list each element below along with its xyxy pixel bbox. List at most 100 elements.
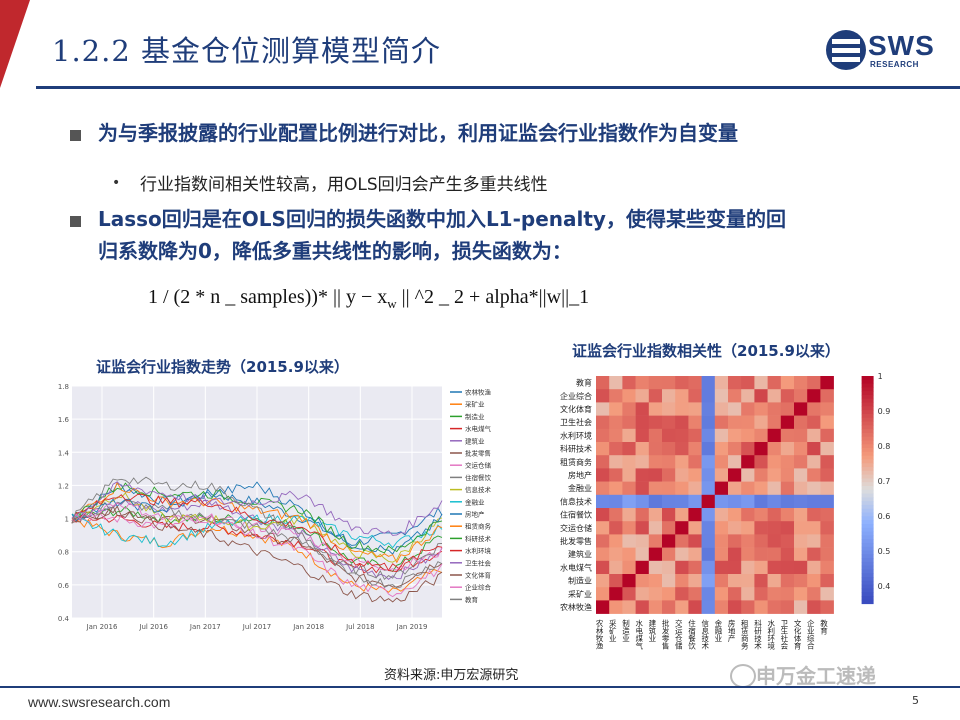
heatmap-cell xyxy=(609,402,623,416)
heatmap-cell xyxy=(635,547,650,562)
legend-label: 采矿业 xyxy=(465,400,485,409)
colorbar-segment xyxy=(861,573,874,578)
colorbar-segment xyxy=(861,596,874,601)
heatmap-cell xyxy=(609,389,623,403)
heatmap-cell xyxy=(635,415,650,430)
legend-label: 卫生社会 xyxy=(465,558,492,567)
colorbar-segment xyxy=(861,402,874,407)
series-line xyxy=(71,499,443,581)
row-label: 建筑业 xyxy=(568,549,592,559)
heatmap-cell xyxy=(648,560,663,575)
heatmap-cell xyxy=(648,389,663,403)
y-tick-label: 0.8 xyxy=(58,549,69,557)
colorbar-segment xyxy=(861,432,874,438)
heatmap-cell xyxy=(714,376,729,390)
formula-main: 1 / (2 * n _ samples))* || y − x xyxy=(148,286,388,308)
heatmap-cell xyxy=(754,376,768,390)
heatmap-cell xyxy=(754,415,768,430)
heatmap-cell xyxy=(741,521,755,535)
footer-url[interactable]: www.swsresearch.com xyxy=(28,694,171,710)
series-line xyxy=(71,513,443,549)
row-label: 农林牧渔 xyxy=(560,602,592,612)
heatmap-cell xyxy=(767,547,782,562)
colorbar-tick: 1 xyxy=(878,372,883,381)
heatmap-cell xyxy=(794,534,808,548)
bullet-2-text: 行业指数间相关性较高，用OLS回归会产生多重共线性 xyxy=(140,175,548,195)
colorbar-segment xyxy=(861,425,874,430)
heatmap-cell xyxy=(675,481,689,496)
colorbar-segment xyxy=(861,486,874,491)
heatmap-cell xyxy=(622,376,636,390)
heatmap-cell xyxy=(820,494,834,509)
heatmap-cell xyxy=(728,494,742,509)
heatmap-cell xyxy=(648,600,663,614)
heatmap-cell xyxy=(596,481,610,496)
heatmap-cell xyxy=(701,442,716,456)
col-label: 企业综合 xyxy=(806,618,815,651)
heatmap-cell xyxy=(662,442,676,456)
heatmap-cell xyxy=(662,534,676,548)
colorbar-segment xyxy=(861,455,874,460)
x-tick-label: Jan 2017 xyxy=(189,623,221,631)
heatmap-cell xyxy=(728,547,742,562)
heatmap-cell xyxy=(780,455,795,469)
heatmap-cell xyxy=(741,389,755,403)
col-label: 教育 xyxy=(819,618,828,636)
heatmap-cell xyxy=(807,402,821,416)
x-tick-label: Jan 2016 xyxy=(86,623,118,631)
heatmap-cell xyxy=(794,442,808,456)
heatmap-cell xyxy=(688,534,702,548)
heatmap-cell xyxy=(675,376,689,390)
colorbar-segment xyxy=(861,451,874,457)
heatmap-cell xyxy=(609,468,623,482)
heatmap-cell xyxy=(714,534,729,548)
heatmap-cell xyxy=(622,560,636,575)
heatmap-cell xyxy=(648,534,663,548)
heatmap-cell xyxy=(714,468,729,482)
heatmap-cell xyxy=(701,574,716,588)
colorbar-tick: 0.7 xyxy=(878,477,891,486)
heatmap-cell xyxy=(609,587,623,601)
heatmap-cell xyxy=(728,442,742,456)
heatmap-cell xyxy=(780,574,795,588)
heatmap-cell xyxy=(648,468,663,482)
col-label: 住宿餐饮 xyxy=(687,618,696,651)
heatmap-cell xyxy=(635,481,650,496)
heatmap-cell xyxy=(622,600,636,614)
heatmap-cell xyxy=(794,574,808,588)
heatmap-cell xyxy=(794,376,808,390)
row-label: 采矿业 xyxy=(568,589,592,599)
heatmap-cell xyxy=(648,508,663,522)
heatmap-cell xyxy=(754,508,768,522)
heatmap-cell xyxy=(728,534,742,548)
heatmap-cell xyxy=(741,587,755,601)
heatmap-cell xyxy=(780,468,795,482)
heatmap-cell xyxy=(701,428,716,443)
bullet-3-line2: 归系数降为0，降低多重共线性的影响，损失函数为： xyxy=(98,239,572,263)
sws-logo xyxy=(824,28,942,72)
colorbar-segment xyxy=(861,489,874,495)
row-label: 制造业 xyxy=(568,576,592,586)
heatmap-cell xyxy=(701,481,716,496)
heatmap-cell xyxy=(754,389,768,403)
colorbar-segment xyxy=(861,421,874,426)
heatmap-cell xyxy=(807,587,821,601)
heatmap-cell xyxy=(688,587,702,601)
colorbar-segment xyxy=(861,413,874,419)
heatmap-cell xyxy=(780,547,795,562)
colorbar-segment xyxy=(861,467,874,472)
heatmap-cell xyxy=(794,521,808,535)
heatmap-cell xyxy=(662,402,676,416)
colorbar-segment xyxy=(861,580,874,586)
heatmap-cell xyxy=(635,468,650,482)
series-line xyxy=(71,506,443,572)
heatmap-cell xyxy=(754,600,768,614)
y-tick-label: 0.6 xyxy=(58,582,70,590)
heatmap-cell xyxy=(662,389,676,403)
legend-label: 建筑业 xyxy=(465,436,485,445)
heatmap-cell xyxy=(767,402,782,416)
heatmap-cell xyxy=(622,428,636,443)
heatmap-cell xyxy=(596,442,610,456)
formula-tail: || ^2 _ 2 + alpha*||w||_1 xyxy=(396,286,590,308)
heatmap-cell xyxy=(622,455,636,469)
